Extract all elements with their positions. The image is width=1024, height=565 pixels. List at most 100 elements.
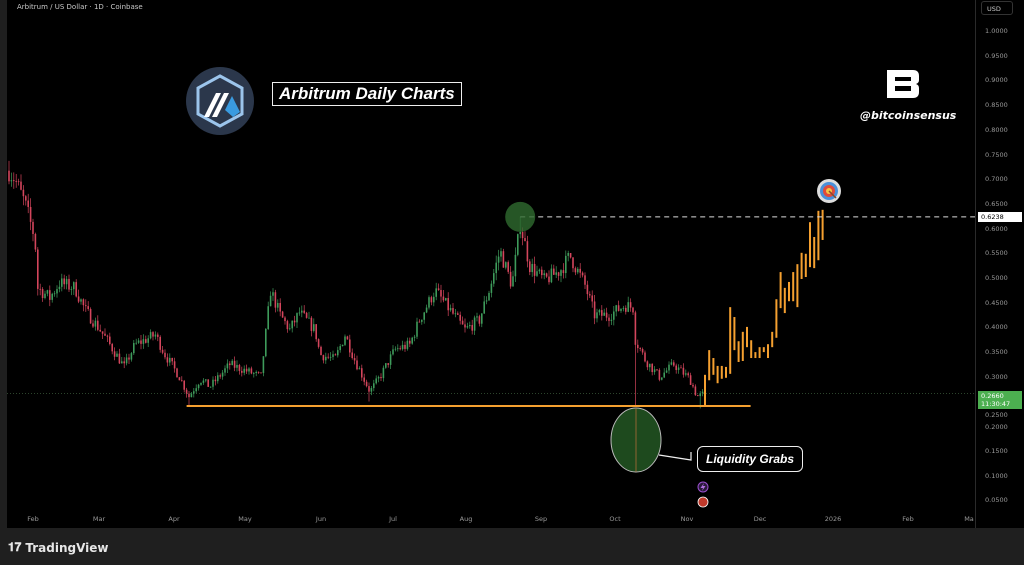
candle-body	[274, 292, 277, 308]
candle-body	[152, 332, 154, 337]
candle-body	[538, 269, 541, 272]
candle-body	[608, 317, 610, 321]
candle-body	[99, 329, 101, 332]
time-tick: Apr	[168, 515, 180, 523]
candle-body	[406, 340, 409, 349]
price-tick: 0.7000	[985, 175, 1008, 184]
time-tick: Ma	[964, 515, 974, 523]
candle-body	[63, 278, 65, 285]
candle-body	[598, 310, 601, 313]
candle-body	[353, 358, 356, 361]
candle-body	[226, 363, 229, 369]
candle-body	[269, 295, 272, 307]
candle-body	[517, 234, 519, 255]
candle-body	[514, 254, 517, 277]
candle-body	[121, 361, 123, 364]
price-axis[interactable]: USD 1.0000 0.9500 0.9000 0.8500 0.8000 0.7500…	[975, 0, 1024, 528]
candle-body	[245, 368, 248, 372]
price-tick: 0.5500	[985, 249, 1008, 258]
candle-body	[543, 273, 545, 276]
candle-body	[238, 364, 241, 371]
candle-body	[322, 355, 325, 361]
candle-body	[485, 300, 488, 302]
candle-body	[25, 196, 27, 201]
candle-body	[401, 344, 404, 350]
price-tick: 0.8000	[985, 125, 1008, 134]
projection-bar	[767, 344, 769, 359]
candle-body	[569, 252, 572, 258]
candle-body	[567, 252, 569, 256]
candle-body	[394, 348, 397, 350]
candle-body	[375, 378, 377, 384]
candle-body	[505, 262, 507, 268]
candle-body	[205, 379, 207, 381]
candle-body	[197, 384, 200, 389]
candle-body	[457, 313, 459, 315]
candle-body	[58, 286, 61, 290]
candle-body	[622, 307, 625, 309]
candle-body	[637, 344, 639, 349]
candle-body	[605, 312, 608, 318]
candle-body	[327, 356, 329, 358]
symbol-title: Arbitrum / US Dollar · 1D · Coinbase	[17, 3, 143, 11]
price-tick: 1.0000	[985, 27, 1008, 35]
candle-body	[452, 308, 454, 314]
projection-bar	[817, 210, 820, 261]
candle-body	[663, 372, 665, 378]
candle-body	[27, 200, 29, 207]
candle-body	[346, 336, 349, 340]
candle-body	[341, 344, 344, 347]
candle-body	[161, 349, 164, 353]
candle-body	[101, 331, 104, 334]
candle-body	[257, 371, 260, 373]
candle-body	[349, 339, 351, 353]
candle-body	[579, 268, 581, 273]
candle-body	[610, 319, 613, 321]
chart-pane[interactable]: Arbitrum / US Dollar · 1D · Coinbase Arb…	[7, 0, 975, 528]
candle-body	[677, 367, 680, 370]
candle-body	[291, 320, 293, 329]
candle-body	[601, 310, 603, 316]
candle-body	[185, 389, 188, 394]
projection-bar	[733, 317, 736, 351]
candle-body	[490, 283, 493, 293]
candle-body	[661, 377, 663, 380]
candle-body	[572, 257, 574, 269]
candle-body	[526, 241, 529, 262]
candle-body	[397, 348, 399, 350]
candle-body	[665, 370, 668, 373]
candle-body	[22, 189, 25, 197]
candle-body	[493, 273, 495, 284]
candle-body	[248, 368, 250, 372]
candle-body	[111, 343, 113, 352]
candle-body	[481, 313, 483, 324]
candle-body	[464, 324, 466, 328]
time-tick: Dec	[753, 515, 767, 523]
last-price-value: 0.2660	[981, 392, 1004, 400]
candle-body	[231, 360, 233, 366]
candle-body	[200, 382, 202, 385]
candle-body	[296, 313, 298, 323]
candle-body	[373, 383, 375, 389]
candle-body	[644, 352, 646, 362]
candle-body	[584, 275, 586, 285]
candle-body	[553, 268, 555, 275]
candle-body	[404, 344, 406, 349]
candle-body	[423, 312, 425, 320]
target-price-label: 0.6238	[978, 212, 1022, 222]
candle-body	[255, 371, 257, 374]
candle-body	[301, 310, 303, 313]
lightning-glyph	[700, 483, 706, 491]
candle-body	[596, 312, 598, 319]
price-tick: 0.7500	[985, 150, 1008, 159]
candle-body	[166, 357, 169, 363]
candle-body	[488, 292, 490, 301]
currency-button[interactable]: USD	[981, 1, 1013, 15]
projection-bar	[783, 287, 786, 314]
candle-body	[653, 369, 656, 373]
candle-body	[49, 290, 51, 300]
candle-body	[298, 312, 301, 314]
tradingview-logo[interactable]: 𝟏𝟕 TradingView	[8, 540, 109, 555]
candle-body	[445, 298, 447, 301]
candle-body	[368, 386, 370, 392]
